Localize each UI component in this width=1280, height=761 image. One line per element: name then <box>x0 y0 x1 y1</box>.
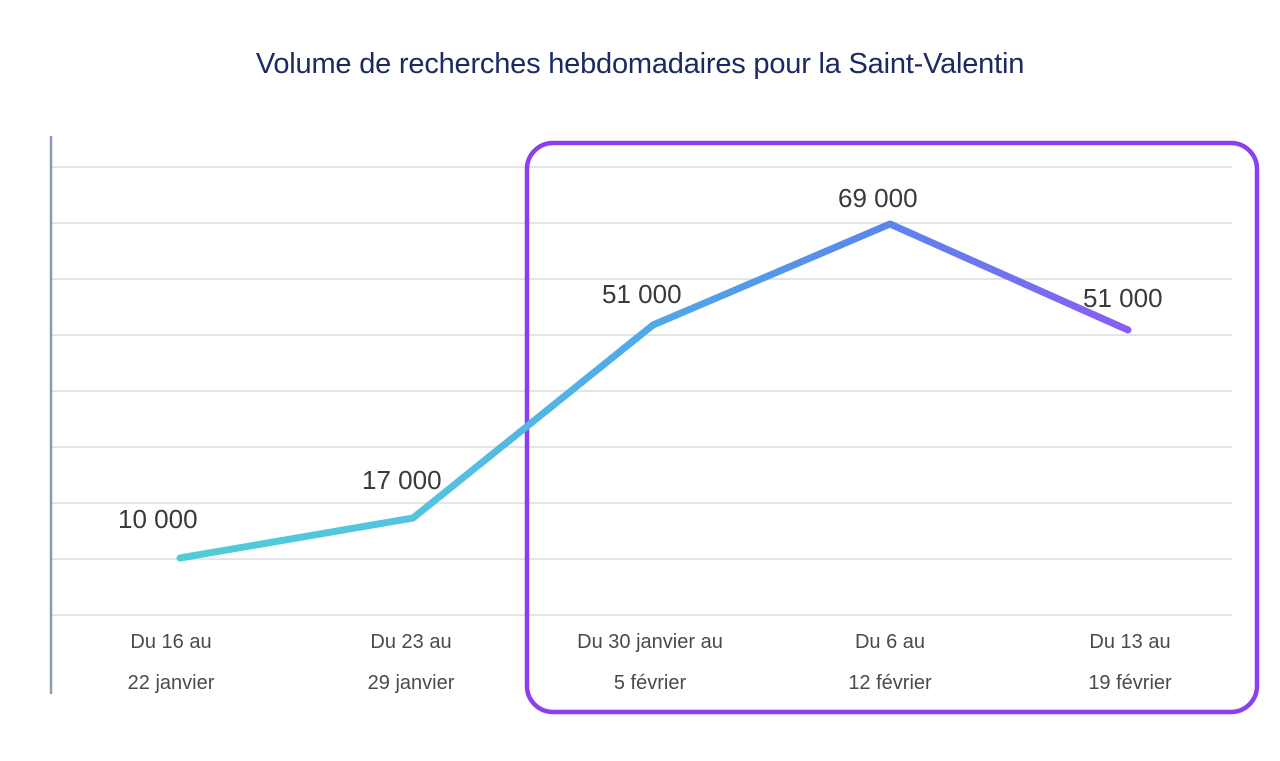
x-tick-5-line1: Du 13 au <box>1089 631 1170 653</box>
x-tick-4-line1: Du 6 au <box>855 631 925 653</box>
x-tick-3-line2: 5 février <box>614 672 687 694</box>
gridlines <box>51 166 1232 616</box>
data-label-1: 10 000 <box>118 504 198 534</box>
x-axis-labels: Du 16 au 22 janvier Du 23 au 29 janvier … <box>128 631 1172 694</box>
x-tick-5-line2: 19 février <box>1088 672 1172 694</box>
data-label-4: 69 000 <box>838 183 918 213</box>
search-volume-line <box>176 220 1132 562</box>
data-label-3: 51 000 <box>602 279 682 309</box>
x-tick-4-line2: 12 février <box>848 672 932 694</box>
x-tick-2-line2: 29 janvier <box>368 672 455 694</box>
x-tick-3-line1: Du 30 janvier au <box>577 631 723 653</box>
x-tick-1-line2: 22 janvier <box>128 672 215 694</box>
page-title: Volume de recherches hebdomadaires pour … <box>255 48 1025 80</box>
data-label-2: 17 000 <box>362 465 442 495</box>
x-tick-1-line1: Du 16 au <box>130 631 211 653</box>
x-tick-2-line1: Du 23 au <box>370 631 451 653</box>
data-label-5: 51 000 <box>1083 283 1163 313</box>
